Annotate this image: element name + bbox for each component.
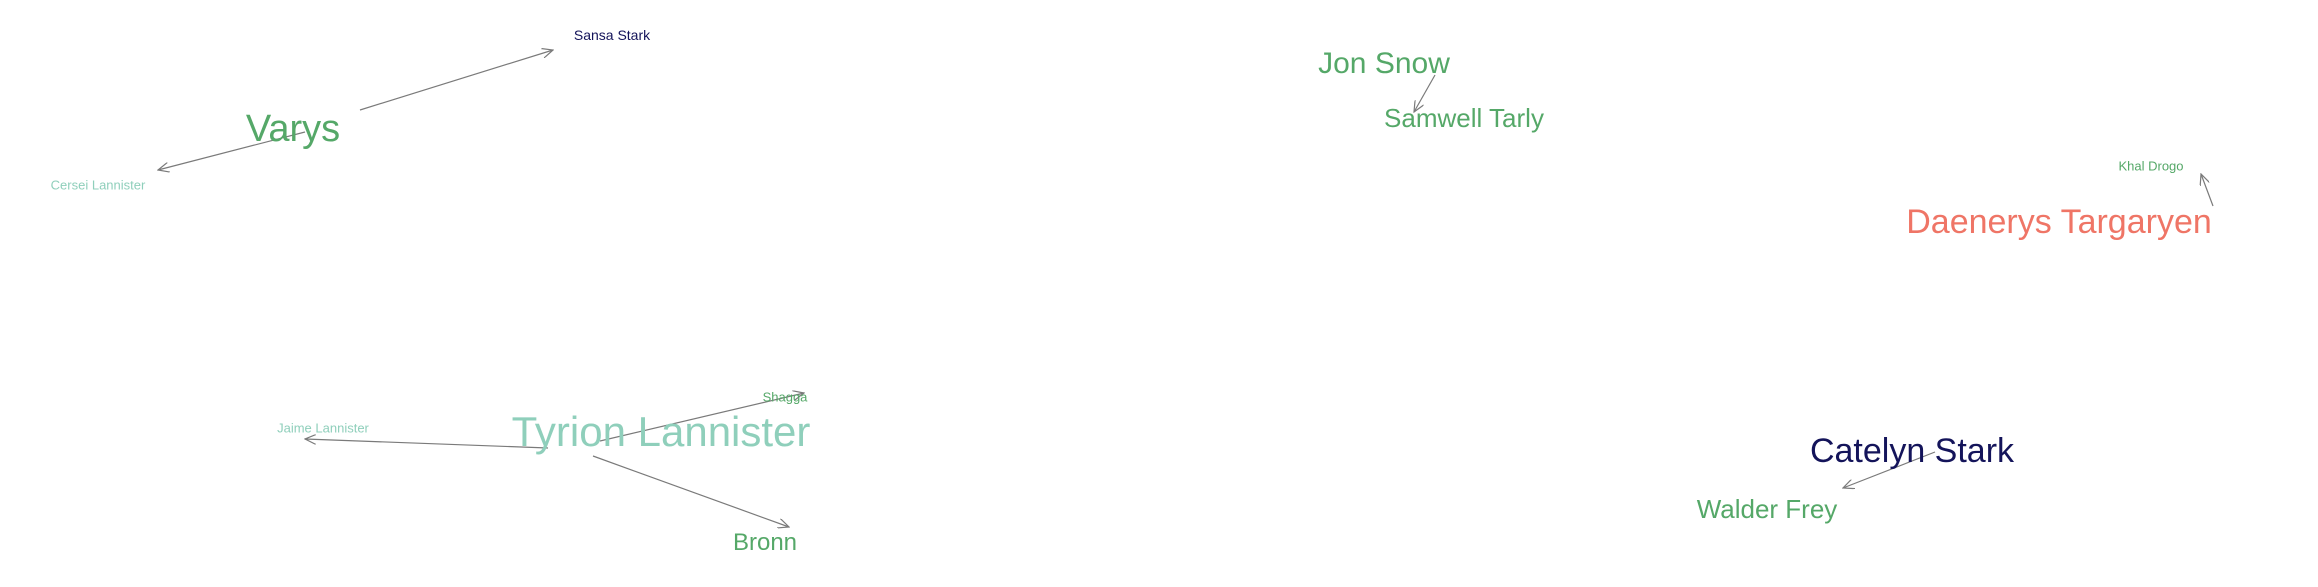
node-bronn[interactable]: Bronn <box>732 529 798 556</box>
node-cersei[interactable]: Cersei Lannister <box>50 177 146 193</box>
node-sansa[interactable]: Sansa Stark <box>573 27 651 43</box>
node-catelyn[interactable]: Catelyn Stark <box>1809 432 2015 470</box>
edge-tyrion-bronn <box>592 455 789 527</box>
edge-varys-sansa <box>359 50 553 111</box>
node-tyrion[interactable]: Tyrion Lannister <box>511 408 811 455</box>
node-daenerys[interactable]: Daenerys Targaryen <box>1906 203 2212 241</box>
node-shagga[interactable]: Shagga <box>762 389 808 405</box>
node-jaime[interactable]: Jaime Lannister <box>277 420 369 436</box>
node-varys[interactable]: Varys <box>245 108 341 150</box>
edge-jon-samwell <box>1414 74 1436 112</box>
edge-catelyn-walder <box>1843 451 1936 488</box>
node-walder[interactable]: Walder Frey <box>1696 494 1838 524</box>
node-samwell[interactable]: Samwell Tarly <box>1384 103 1544 133</box>
edge-tyrion-jaime <box>305 439 549 449</box>
edge-daenerys-drogo <box>2201 174 2214 207</box>
node-jon[interactable]: Jon Snow <box>1318 47 1450 80</box>
edge-varys-cersei <box>158 131 306 170</box>
edge-tyrion-shagga <box>599 393 804 442</box>
node-drogo[interactable]: Khal Drogo <box>2118 158 2184 174</box>
